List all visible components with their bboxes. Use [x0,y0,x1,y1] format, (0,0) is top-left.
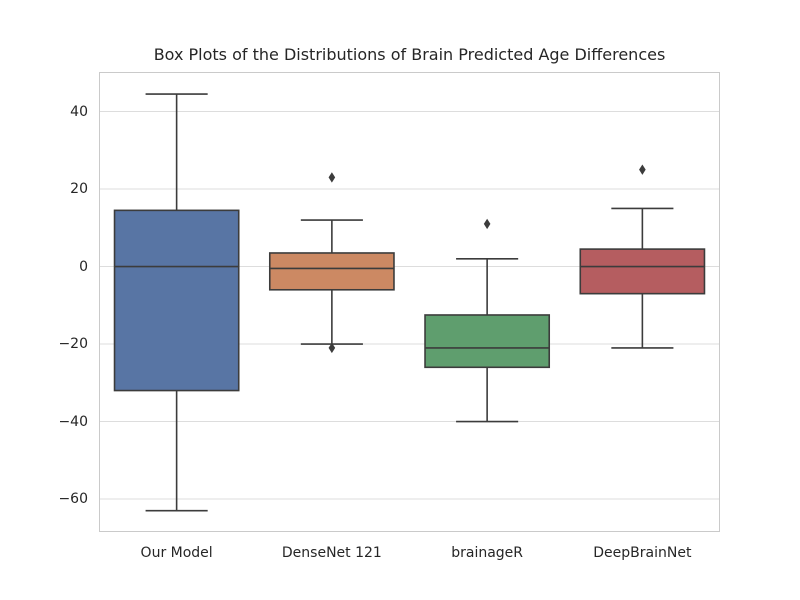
axes-frame [99,72,720,532]
x-category-label-deepbrainnet: DeepBrainNet [593,545,692,561]
boxplot-svg [99,72,720,532]
y-tick-label: 0 [79,258,88,275]
box-densenet-121-outlier-point [328,342,336,354]
x-category-label-our-model: Our Model [140,545,213,561]
x-category-label-brainager: brainageR [451,545,524,561]
box-densenet-121-outlier-point [328,172,336,183]
box-brainager-outlier-point [483,218,491,230]
box-brainager-iqr-box [424,314,551,369]
y-tick-label: 40 [70,103,88,120]
chart-title: Box Plots of the Distributions of Brain … [153,45,666,64]
y-tick-label: −60 [58,491,88,508]
box-densenet-121-iqr-box [268,252,395,291]
y-tick-label: −40 [58,413,88,430]
x-category-label-densenet-121: DenseNet 121 [281,545,382,561]
box-deepbrainnet-outlier-point [639,164,646,175]
y-tick-label: −20 [58,336,88,353]
y-tick-label: 20 [70,181,88,198]
plot-area [99,72,720,532]
box-deepbrainnet-iqr-box [579,248,706,295]
box-our-model-iqr-box [113,209,240,392]
